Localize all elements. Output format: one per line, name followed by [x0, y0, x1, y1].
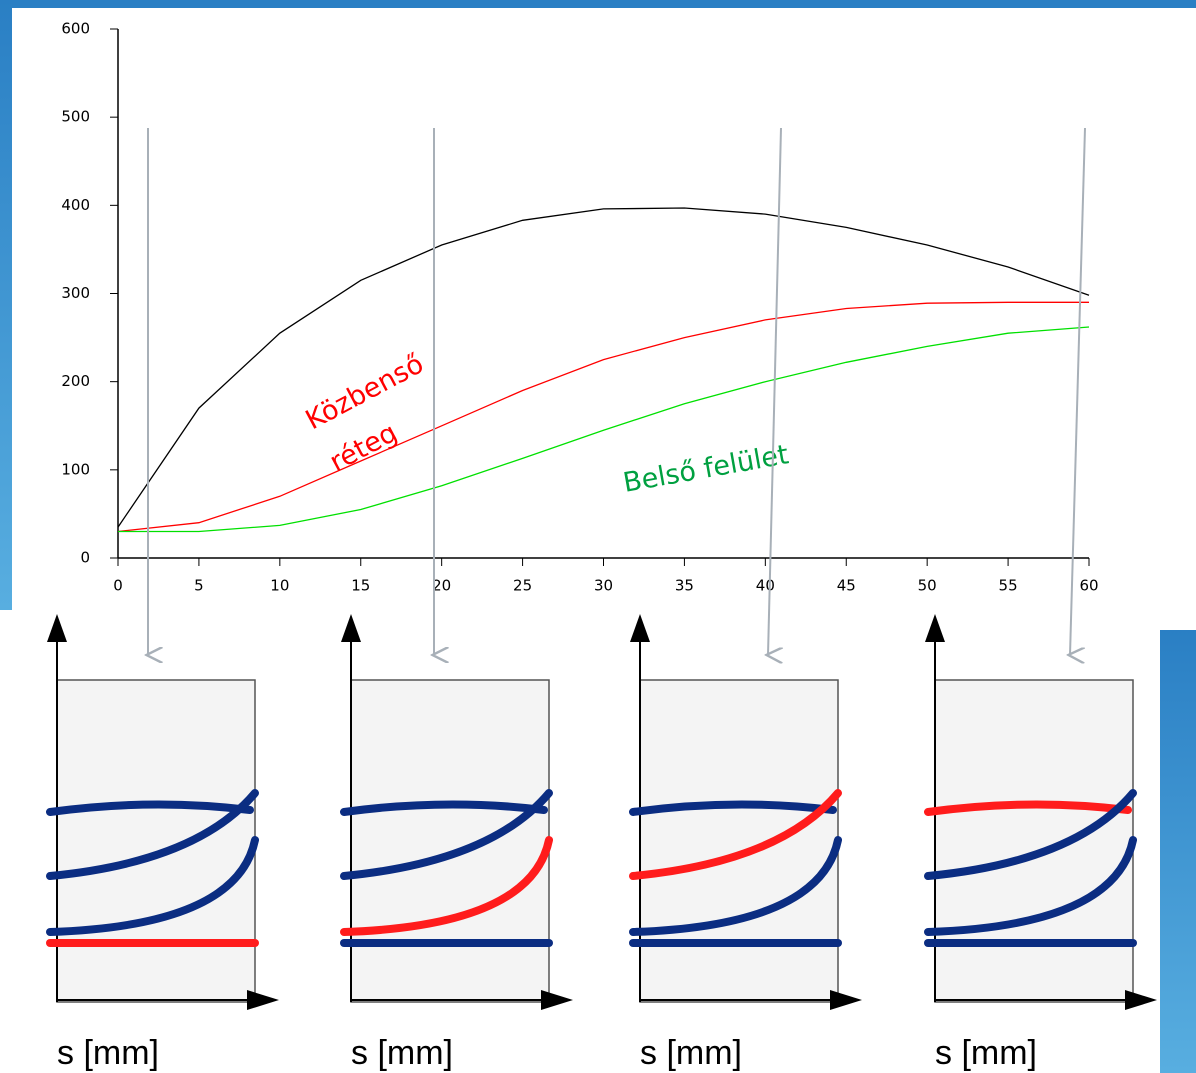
diagram-arrowhead	[1125, 990, 1157, 1010]
diagram-curve	[629, 836, 842, 936]
y-tick-label: 500	[61, 108, 90, 126]
series-line	[117, 301, 1089, 533]
diagram-box	[639, 679, 839, 1003]
guide-arrow	[768, 127, 781, 655]
diagram-curve	[924, 789, 1137, 880]
series-line	[118, 326, 1090, 533]
diagram-curve	[340, 836, 553, 936]
axis-unit: s [mm]	[935, 1034, 1037, 1072]
x-tick-label: 25	[513, 577, 532, 595]
x-tick-label: 30	[594, 577, 613, 595]
left-band	[0, 0, 12, 610]
diagram-arrowhead	[47, 614, 67, 642]
diagram-curve	[629, 800, 837, 816]
diagram-curve	[340, 789, 553, 880]
diagram: s [mm]	[924, 614, 1157, 1072]
x-tick-label: 20	[432, 577, 451, 595]
diagram-curve	[46, 836, 259, 936]
guide-arrows	[148, 127, 1086, 655]
series-line	[117, 207, 1090, 528]
diagram-curve	[46, 789, 259, 880]
axis-unit: s [mm]	[351, 1034, 453, 1072]
diagram: s [mm]	[340, 614, 573, 1072]
y-tick-label: 0	[80, 549, 90, 567]
diagram-arrowhead	[925, 614, 945, 642]
diagram-curve	[924, 800, 1132, 816]
right-panel	[1160, 630, 1196, 1073]
diagram-arrowhead	[341, 614, 361, 642]
diagram-box	[56, 679, 256, 1003]
x-tick-label: 60	[1079, 577, 1098, 595]
y-tick-label: 100	[61, 460, 90, 478]
guide-arrow	[1070, 127, 1086, 655]
diagram-arrowhead	[541, 990, 573, 1010]
axis-unit: s [mm]	[57, 1034, 159, 1072]
x-tick-label: 15	[351, 577, 370, 595]
top-band	[0, 0, 1196, 8]
y-tick-label: 200	[61, 372, 90, 390]
diagram-arrowhead	[247, 990, 279, 1010]
diagram: s [mm]	[46, 614, 279, 1072]
axis-unit: s [mm]	[640, 1034, 742, 1072]
x-tick-label: 5	[194, 577, 204, 595]
annotation: Közbenső	[301, 348, 429, 436]
plot: 0 100 200 300 400 500 600 0 5 10 15 20 25 30 35 40 45 50 5…	[61, 20, 1098, 595]
diagram-curve	[924, 836, 1137, 936]
x-tick-label: 50	[918, 577, 937, 595]
x-tick-label: 55	[999, 577, 1018, 595]
diagram-arrowhead	[830, 990, 862, 1010]
annotation: réteg	[325, 417, 403, 478]
y-tick-label: 300	[61, 284, 90, 302]
diagram-box	[934, 679, 1134, 1003]
x-tick-label: 10	[270, 577, 289, 595]
diagram-box	[350, 679, 550, 1003]
diagram-curve	[46, 800, 254, 816]
diagram: s [mm]	[629, 614, 862, 1072]
x-tick-label: 35	[675, 577, 694, 595]
y-tick-label: 400	[61, 196, 90, 214]
diagram-curve	[629, 789, 842, 880]
x-tick-label: 40	[756, 577, 775, 595]
diagram-curve	[340, 800, 548, 816]
x-tick-label: 45	[837, 577, 856, 595]
x-tick-label: 0	[113, 577, 123, 595]
diagram-arrowhead	[630, 614, 650, 642]
y-tick-label: 600	[61, 20, 90, 38]
panels: s [mm] s [mm] s [mm] s [mm]	[46, 614, 1157, 1072]
annotation: Belső felület	[621, 439, 791, 499]
